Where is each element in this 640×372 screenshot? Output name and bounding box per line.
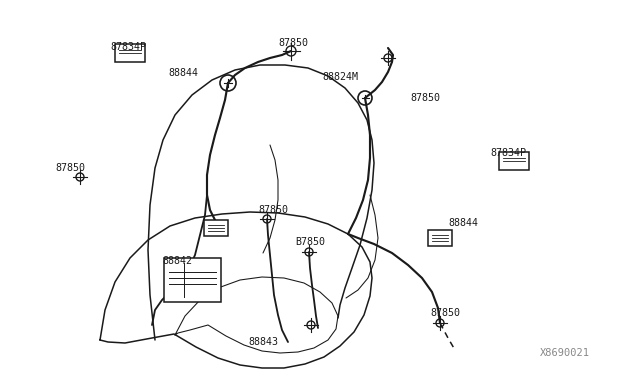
FancyBboxPatch shape (204, 220, 228, 236)
Text: X8690021: X8690021 (540, 348, 590, 358)
Text: 88844: 88844 (168, 68, 198, 78)
Text: 88844: 88844 (448, 218, 478, 228)
Text: 87834P: 87834P (490, 148, 526, 158)
Text: 88843: 88843 (248, 337, 278, 347)
Text: 87834P: 87834P (110, 42, 146, 52)
FancyBboxPatch shape (163, 258, 221, 302)
FancyBboxPatch shape (115, 44, 145, 62)
Text: 87850: 87850 (410, 93, 440, 103)
Text: B7850: B7850 (295, 237, 325, 247)
Text: 87850: 87850 (258, 205, 288, 215)
FancyBboxPatch shape (499, 152, 529, 170)
FancyBboxPatch shape (428, 230, 452, 246)
Text: 87850: 87850 (430, 308, 460, 318)
Text: 87850: 87850 (55, 163, 85, 173)
Text: 88842: 88842 (162, 256, 192, 266)
Text: 88824M: 88824M (322, 72, 358, 82)
Text: 87850: 87850 (278, 38, 308, 48)
